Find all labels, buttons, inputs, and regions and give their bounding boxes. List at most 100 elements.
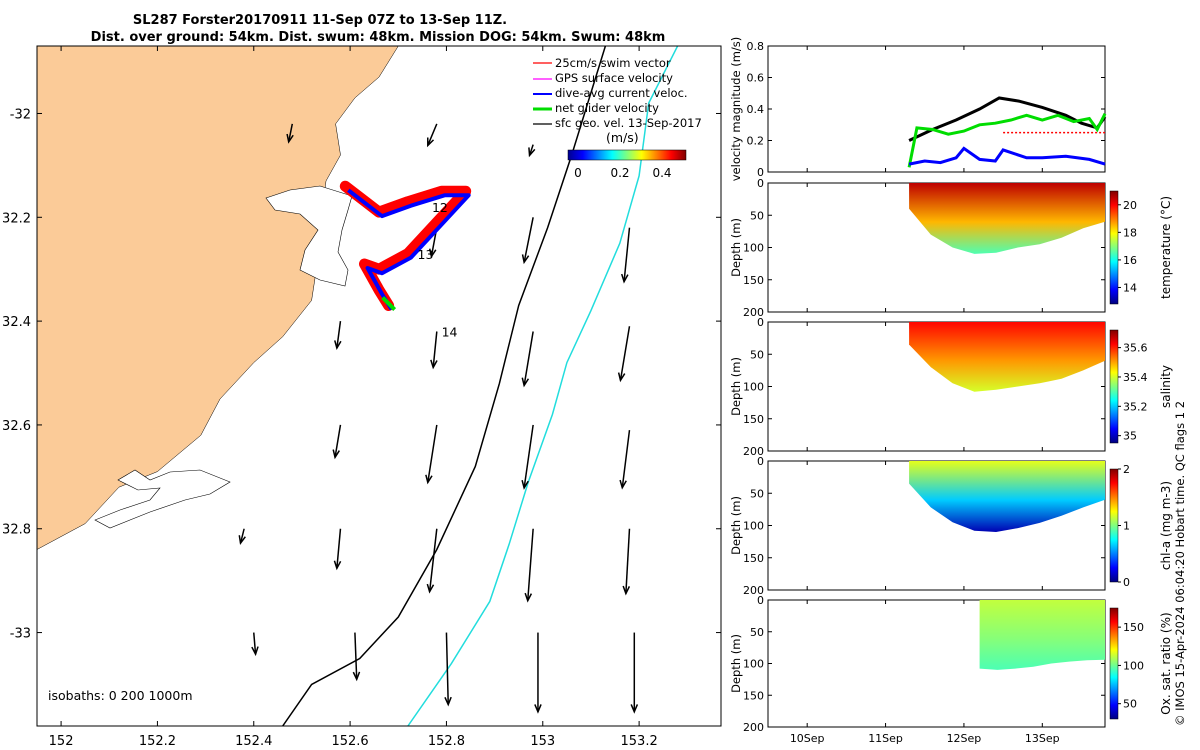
temperature-colorbar: [1109, 190, 1119, 305]
vector-shaft: [523, 331, 534, 386]
y-tick-label: 0.4: [747, 103, 765, 116]
vector-shaft: [334, 424, 342, 458]
time-tick-label: 10Sep: [790, 732, 825, 745]
y-tick-label: 0: [757, 177, 764, 190]
salinity-data-area: [909, 322, 1105, 392]
vector-head: [430, 359, 438, 370]
map-frame: [36, 45, 722, 727]
x-tick-label: 153.2: [621, 734, 658, 749]
salinity-colorbar: [1109, 329, 1119, 444]
geo-velocity-vector: [334, 321, 342, 351]
vector-shaft: [523, 424, 534, 489]
geo-velocity-vector: [352, 632, 361, 682]
legend-gps-velocity: GPS surface velocity: [555, 71, 673, 85]
y-tick-label: 32.6: [2, 419, 31, 434]
map-legend: 25cm/s swim vector GPS surface velocity …: [533, 56, 702, 180]
y-tick-label: 0: [757, 316, 764, 329]
velocity-panel: 0 0.2 0.4 0.6 0.8 velocity magnitude (m/s): [729, 37, 1107, 182]
y-tick-label: 0: [757, 166, 764, 179]
oxygen-colorbar-label: Ox. sat. ratio (%): [1159, 612, 1173, 714]
y-tick-label: 100: [743, 658, 764, 671]
chlorophyll-ylabel: Depth (m): [729, 496, 743, 555]
colorbar-tick-label: 35: [1123, 430, 1137, 443]
y-tick-label: -33: [10, 627, 31, 642]
geo-velocity-vector: [622, 528, 631, 596]
y-tick-label: 200: [743, 721, 764, 734]
vector-head: [521, 480, 529, 490]
vector-shaft: [354, 632, 358, 680]
vector-head: [426, 583, 435, 594]
colorbar-tick-label: 150: [1123, 621, 1144, 634]
vector-head: [521, 254, 530, 265]
temperature-data-area: [909, 183, 1105, 254]
y-tick-label: 100: [743, 381, 764, 394]
geo-velocity-vector: [620, 227, 631, 284]
x-tick-label: 152.8: [428, 734, 465, 749]
chlorophyll-panel: 0 50 100 150 200 Depth (m) 0 1 2 chl-a (mg m-3): [729, 455, 1173, 597]
velocity-series-line: [908, 146, 1106, 166]
vector-head: [622, 585, 631, 596]
oxygen-colorbar: [1109, 607, 1119, 720]
day-label: 12: [432, 200, 448, 215]
vector-shaft: [239, 528, 245, 544]
estuary-shape: [265, 185, 353, 287]
glider-track: [339, 180, 472, 311]
vector-head: [444, 696, 452, 707]
vector-head: [427, 137, 435, 148]
y-tick-label: 200: [743, 445, 764, 458]
colorbar-tick: 0.4: [652, 166, 671, 180]
geostrophic-vectors: [238, 123, 639, 714]
vector-shaft: [253, 632, 257, 655]
vector-head: [286, 133, 294, 144]
vector-head: [332, 449, 340, 460]
x-tick-label: 153: [530, 734, 555, 749]
y-tick-label: 150: [743, 689, 764, 702]
y-tick-label: 0.2: [747, 135, 765, 148]
vector-head: [524, 592, 533, 603]
geo-velocity-vector: [238, 528, 246, 546]
legend-sfc-geo-velocity: sfc geo. vel. 13-Sep-2017: [555, 116, 702, 130]
y-tick-label: 150: [743, 552, 764, 565]
vector-head: [352, 671, 361, 682]
dive-avg-current-band: [347, 188, 471, 311]
vector-shaft: [625, 528, 631, 594]
vector-shaft: [336, 528, 342, 569]
geo-velocity-vector: [534, 632, 542, 714]
map-panel: 12 13 14 152 152.2 152.4 152.6 152.8 153 153.2 -3…: [2, 45, 722, 749]
geo-velocity-vector: [427, 123, 438, 148]
y-tick-label: 100: [743, 242, 764, 255]
y-tick-label: 100: [743, 520, 764, 533]
velocity-ylabel: velocity magnitude (m/s): [729, 37, 743, 182]
temperature-ylabel: Depth (m): [729, 218, 743, 277]
vector-head: [251, 646, 259, 657]
isobaths-label: isobaths: 0 200 1000m: [48, 688, 193, 703]
vector-head: [619, 479, 627, 490]
vector-shaft: [621, 430, 631, 488]
vector-shaft: [619, 326, 631, 381]
colorbar-tick-label: 18: [1123, 226, 1137, 239]
vector-shaft: [432, 331, 438, 368]
day-label: 13: [418, 247, 434, 262]
geo-velocity-vector: [630, 632, 639, 714]
legend-net-glider-velocity: net glider velocity: [555, 101, 659, 115]
speed-colorbar: [567, 149, 687, 161]
y-tick-label: 32.8: [2, 523, 31, 538]
colorbar-tick-label: 35.4: [1123, 371, 1148, 384]
geo-velocity-vector: [425, 424, 438, 485]
y-tick-label: 200: [743, 584, 764, 597]
geo-velocity-vector: [524, 528, 534, 603]
y-tick-label: 50: [750, 348, 764, 361]
colorbar-tick-label: 35.2: [1123, 400, 1148, 413]
y-tick-label: 0: [757, 594, 764, 607]
geo-velocity-vector: [521, 424, 534, 490]
velocity-series-line: [908, 96, 1107, 142]
geo-velocity-vector: [617, 326, 631, 383]
vector-shaft: [623, 227, 631, 282]
chart-title-line2: Dist. over ground: 54km. Dist. swum: 48k…: [91, 30, 666, 45]
geo-velocity-vector: [619, 430, 631, 490]
colorbar-tick-label: 100: [1123, 659, 1144, 672]
y-tick-label: 150: [743, 413, 764, 426]
temperature-panel: 0 50 100 150 200 Depth (m) 14 16 18 20 temperature…: [729, 177, 1173, 319]
chlorophyll-colorbar-label: chl-a (mg m-3): [1159, 481, 1173, 570]
